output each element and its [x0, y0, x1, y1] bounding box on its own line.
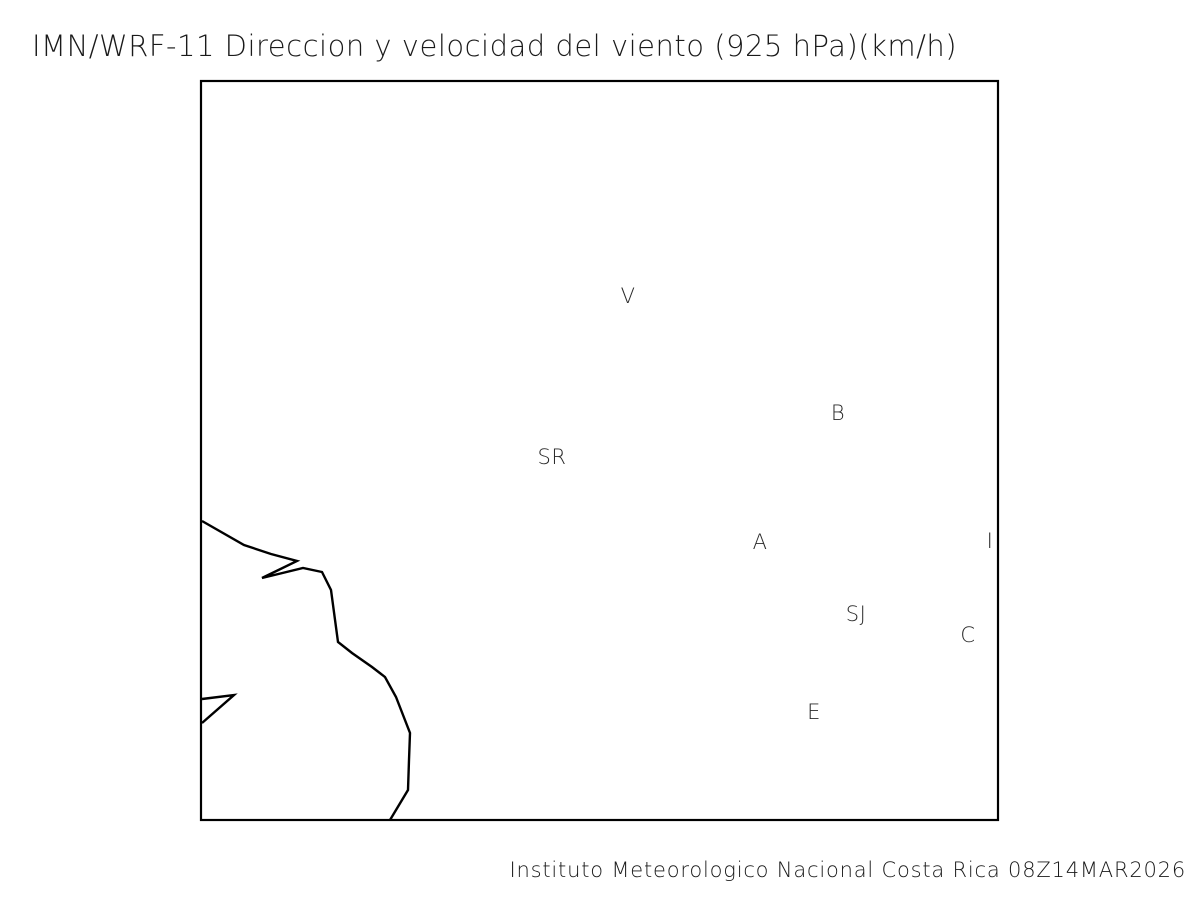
- station-label-i: I: [987, 529, 994, 553]
- footer-credit: Instituto Meteorologico Nacional Costa R…: [510, 858, 1186, 882]
- map-frame-border: [199, 79, 1000, 822]
- station-label-c: C: [960, 623, 975, 647]
- coastline-group: [201, 519, 412, 821]
- station-label-a: A: [753, 530, 768, 554]
- station-label-e: E: [807, 700, 821, 724]
- coastline-inlet: [201, 693, 238, 724]
- station-label-sj: SJ: [846, 602, 867, 626]
- station-label-group: V B SR A I SJ C E: [538, 284, 994, 724]
- station-label-b: B: [831, 401, 845, 425]
- coastline-mainland: [201, 519, 412, 821]
- page-title: IMN/WRF-11 Direccion y velocidad del vie…: [32, 29, 957, 63]
- station-label-v: V: [621, 284, 636, 308]
- station-label-sr: SR: [538, 445, 567, 469]
